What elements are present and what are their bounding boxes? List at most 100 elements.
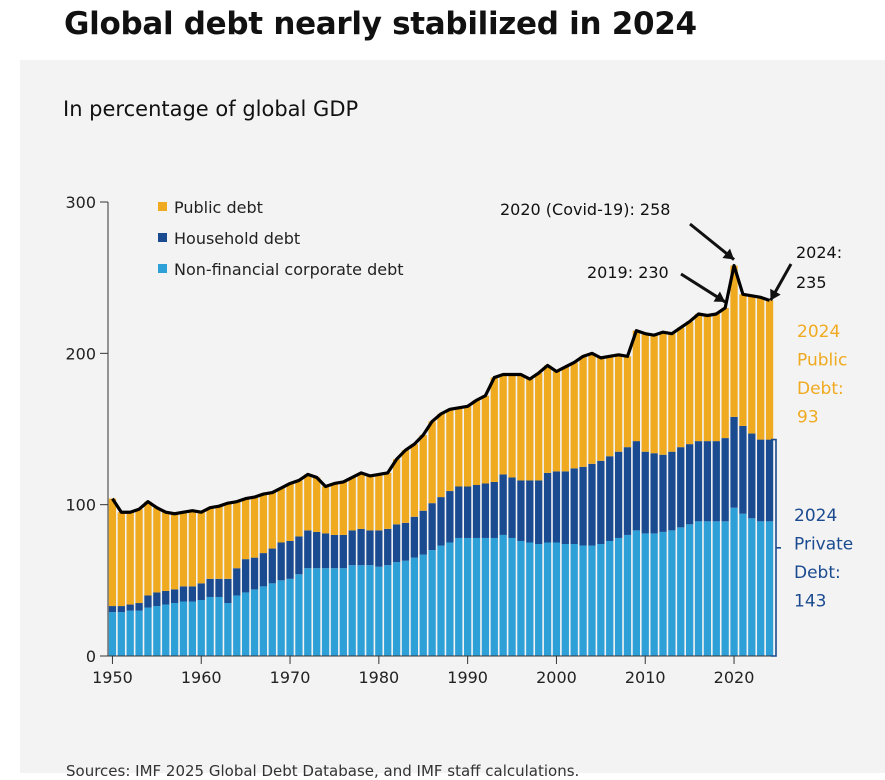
bar-corporate-2011: [650, 533, 658, 656]
bar-corporate-1953: [135, 610, 143, 656]
bar-household-1959: [188, 586, 196, 602]
bar-corporate-1959: [188, 601, 196, 656]
bar-public-1985: [419, 435, 427, 511]
annotations: 2020 (Covid-19): 258 2019: 230 2024: 235: [500, 200, 842, 304]
annotation-2020: 2020 (Covid-19): 258: [500, 200, 670, 219]
bar-household-2015: [686, 444, 694, 525]
bar-public-1965: [242, 498, 250, 560]
bar-household-2020: [730, 416, 738, 508]
bar-public-2018: [712, 313, 720, 442]
bar-public-1952: [126, 512, 134, 605]
bar-corporate-1964: [233, 595, 241, 656]
bar-household-1979: [366, 530, 374, 566]
bar-household-1974: [321, 533, 330, 569]
bar-public-1966: [250, 497, 259, 558]
bar-household-1986: [428, 503, 436, 551]
x-tick-label-2010: 2010: [625, 668, 666, 687]
bar-public-1990: [464, 406, 472, 487]
bar-household-1993: [490, 481, 498, 538]
bar-corporate-1990: [464, 537, 472, 656]
bar-household-1958: [179, 586, 188, 602]
bar-public-2000: [552, 371, 561, 472]
bar-public-1961: [206, 507, 214, 579]
bar-corporate-2006: [606, 540, 614, 656]
bar-public-1994: [499, 374, 507, 475]
bar-household-1956: [162, 590, 170, 605]
bar-corporate-2012: [659, 531, 667, 656]
legend-swatch-public: [158, 202, 167, 211]
bar-corporate-2023: [757, 521, 765, 656]
bar-household-1997: [526, 480, 534, 543]
bar-group: [108, 265, 774, 656]
bar-corporate-2002: [570, 544, 578, 656]
bar-public-2006: [606, 356, 614, 457]
bar-public-1982: [392, 459, 401, 525]
bar-public-2024: [765, 300, 774, 440]
bar-public-1984: [410, 444, 418, 517]
bar-household-1976: [339, 534, 347, 569]
bar-public-1999: [543, 365, 552, 473]
bar-household-1965: [242, 559, 250, 593]
bar-corporate-1989: [455, 537, 463, 656]
bar-corporate-1987: [437, 545, 445, 656]
bar-public-2009: [632, 330, 640, 442]
bar-household-1987: [437, 497, 445, 546]
bar-household-1972: [304, 530, 312, 569]
chart-subtitle: In percentage of global GDP: [63, 97, 359, 121]
bar-household-2014: [677, 447, 685, 528]
bar-corporate-2017: [703, 521, 712, 656]
bar-public-2014: [677, 327, 685, 448]
bar-public-2021: [739, 294, 747, 426]
bar-corporate-1986: [428, 550, 436, 656]
bar-public-1964: [233, 501, 241, 569]
bar-public-1995: [508, 374, 516, 478]
bar-public-2012: [659, 332, 667, 455]
bar-corporate-2007: [614, 537, 623, 656]
bar-household-1983: [401, 522, 410, 561]
bar-corporate-2024: [765, 521, 774, 656]
annotation-2019-arrow-head: [713, 291, 726, 302]
bar-corporate-1998: [535, 544, 543, 656]
bar-household-2011: [650, 453, 658, 534]
x-tick-label-1980: 1980: [358, 668, 399, 687]
bar-corporate-1985: [419, 554, 427, 656]
bar-household-2021: [739, 425, 747, 514]
bar-corporate-2009: [632, 530, 640, 656]
legend: Public debt Household debt Non-financial c…: [158, 198, 404, 279]
bar-household-1968: [268, 548, 276, 584]
bar-household-1999: [543, 472, 552, 543]
bar-corporate-1981: [384, 565, 392, 656]
private-debt-2024-label-0: 2024: [794, 506, 837, 526]
bar-public-1954: [144, 501, 152, 596]
bar-household-1966: [250, 557, 259, 590]
bar-household-1994: [499, 474, 507, 535]
bar-public-1970: [286, 483, 294, 541]
bar-household-1951: [117, 606, 125, 613]
bar-public-1997: [526, 379, 534, 481]
bar-corporate-1954: [144, 607, 152, 656]
bar-household-2005: [597, 460, 605, 545]
bar-corporate-1950: [108, 612, 117, 656]
annotation-2024-line1: 2024:: [796, 243, 842, 262]
bar-corporate-2018: [712, 521, 720, 656]
bar-public-1960: [197, 512, 205, 584]
bar-household-1981: [384, 528, 392, 566]
bar-household-1996: [517, 480, 525, 541]
bar-public-1977: [348, 477, 356, 531]
x-tick-label-1960: 1960: [181, 668, 222, 687]
y-tick-label-100: 100: [65, 496, 96, 515]
bar-corporate-1988: [446, 542, 454, 656]
bar-public-1986: [428, 421, 436, 504]
bar-public-1973: [313, 477, 321, 532]
bar-public-1957: [170, 513, 179, 590]
bar-household-1992: [481, 483, 490, 538]
bar-public-1962: [215, 506, 223, 579]
bar-household-1955: [153, 592, 161, 607]
bar-public-2017: [703, 315, 712, 442]
bar-household-2000: [552, 471, 561, 543]
bar-public-1983: [401, 450, 410, 523]
bar-corporate-2020: [730, 507, 738, 656]
bar-household-2018: [712, 441, 720, 522]
bar-public-1956: [162, 512, 170, 591]
